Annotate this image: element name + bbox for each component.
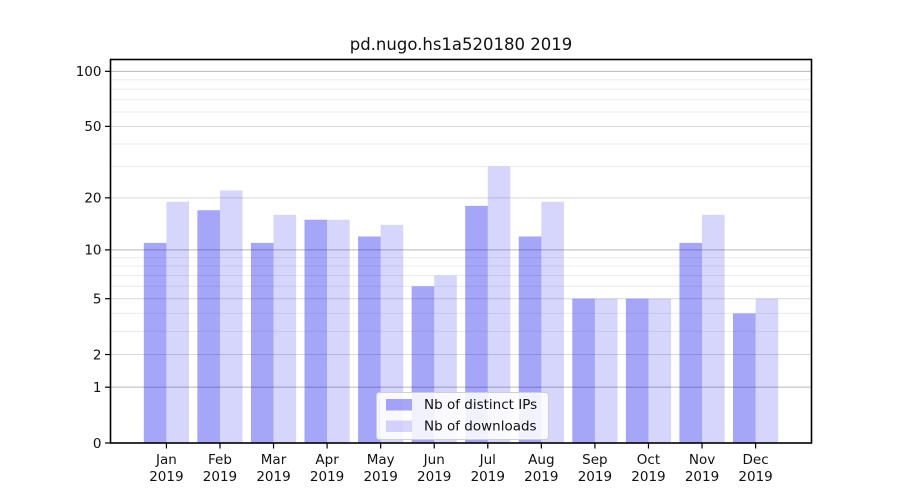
- x-tick-label-year: 2019: [578, 469, 612, 485]
- y-tick-label: 1: [93, 380, 102, 396]
- bar-nb-of-distinct-ips-nov: [679, 242, 703, 443]
- legend-swatch-nb-of-distinct-ips: [386, 399, 412, 411]
- x-tick-label-year: 2019: [203, 469, 237, 485]
- x-tick-label-month: Mar: [261, 452, 287, 468]
- bar-nb-of-downloads-aug: [541, 201, 564, 443]
- y-tick-label: 50: [84, 119, 101, 135]
- legend-box: [376, 392, 549, 440]
- bar-nb-of-distinct-ips-jan: [143, 242, 167, 443]
- x-tick-label-month: Jan: [155, 452, 177, 468]
- y-tick-label: 2: [93, 347, 102, 363]
- x-tick-label-year: 2019: [363, 469, 397, 485]
- x-tick-label-year: 2019: [524, 469, 558, 485]
- plot-area: 0125102050100Jan2019Feb2019Mar2019Apr201…: [76, 58, 813, 485]
- bar-nb-of-downloads-jan: [166, 201, 189, 443]
- bar-nb-of-downloads-apr: [327, 219, 350, 443]
- bar-nb-of-downloads-sep: [594, 298, 618, 443]
- bar-nb-of-downloads-jul: [487, 166, 511, 443]
- bar-nb-of-downloads-nov: [702, 214, 725, 443]
- x-tick-label-month: Jul: [479, 452, 496, 468]
- x-tick-label-month: Oct: [637, 452, 660, 468]
- bar-nb-of-downloads-oct: [648, 298, 672, 443]
- y-tick-label: 100: [76, 64, 102, 80]
- y-tick-label: 0: [93, 436, 102, 452]
- y-tick-label: 5: [93, 292, 102, 308]
- x-tick-label-month: Nov: [689, 452, 715, 468]
- plot-frame: [109, 58, 813, 444]
- bar-nb-of-distinct-ips-feb: [197, 210, 220, 443]
- x-tick-label-year: 2019: [631, 469, 665, 485]
- x-tick-label-month: May: [367, 452, 395, 468]
- bar-nb-of-downloads-feb: [219, 190, 243, 443]
- bar-nb-of-distinct-ips-may: [358, 236, 381, 443]
- legend-label: Nb of distinct IPs: [424, 397, 537, 413]
- x-tick-label-month: Dec: [743, 452, 769, 468]
- legend-swatch-nb-of-downloads: [386, 420, 412, 432]
- x-tick-label-year: 2019: [738, 469, 772, 485]
- bar-nb-of-distinct-ips-mar: [250, 242, 274, 443]
- x-tick-label-year: 2019: [310, 469, 344, 485]
- bar-nb-of-distinct-ips-apr: [304, 219, 328, 443]
- x-tick-label-month: Aug: [528, 452, 554, 468]
- x-tick-label-month: Jun: [423, 452, 445, 468]
- bar-nb-of-distinct-ips-jul: [465, 205, 488, 443]
- bar-nb-of-downloads-may: [380, 224, 404, 443]
- legend-label: Nb of downloads: [424, 419, 537, 435]
- x-tick-label-year: 2019: [685, 469, 719, 485]
- y-tick-label: 20: [84, 191, 101, 207]
- bar-nb-of-downloads-mar: [273, 214, 297, 443]
- bar-nb-of-distinct-ips-sep: [572, 298, 595, 443]
- x-tick-label-month: Feb: [208, 452, 232, 468]
- y-tick-label: 10: [84, 243, 101, 259]
- bar-nb-of-distinct-ips-dec: [733, 313, 756, 443]
- x-tick-label-year: 2019: [256, 469, 290, 485]
- bar-nb-of-distinct-ips-aug: [518, 236, 542, 443]
- x-tick-label-month: Sep: [582, 452, 607, 468]
- x-tick-label-year: 2019: [417, 469, 451, 485]
- x-tick-label-month: Apr: [315, 452, 339, 468]
- bar-nb-of-distinct-ips-oct: [625, 298, 649, 443]
- x-tick-label-year: 2019: [471, 469, 505, 485]
- bar-nb-of-downloads-dec: [755, 298, 779, 443]
- chart-title: pd.nugo.hs1a520180 2019: [350, 35, 573, 54]
- x-tick-label-year: 2019: [149, 469, 183, 485]
